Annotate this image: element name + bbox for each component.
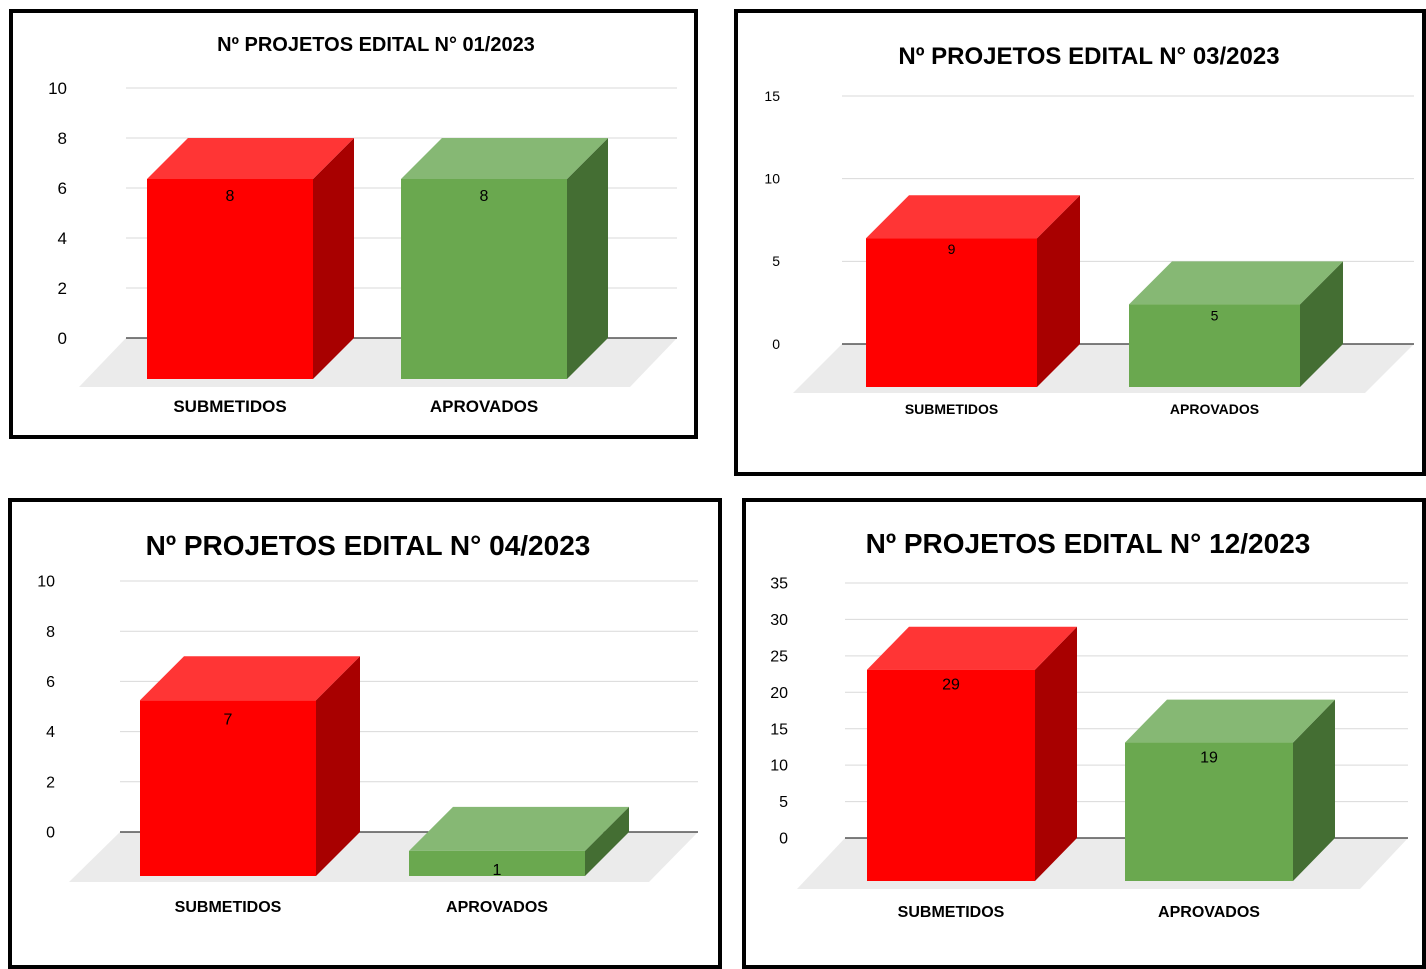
data-label: 1	[493, 862, 502, 879]
chart-panel-edital-03: 0 5 10 15 Nº PROJETOS EDITAL N° 03/2023 9 SUBM…	[734, 9, 1426, 476]
y-tick-label: 2	[58, 279, 67, 298]
data-label: 8	[480, 188, 489, 205]
category-label: APROVADOS	[446, 899, 548, 916]
chart-12-svg: 0 5 10 15 20 25 30 35 Nº PROJETOS EDITAL N° 12/2…	[770, 528, 1408, 921]
bar-top-face	[140, 656, 360, 701]
y-tick-label: 10	[770, 758, 788, 775]
chart-panel-edital-04: 0 2 4 6 8 10 Nº PROJETOS EDITAL N° 04/2023 7 SUB…	[8, 498, 722, 969]
category-label: SUBMETIDOS	[175, 899, 282, 916]
chart-03-svg: 0 5 10 15 Nº PROJETOS EDITAL N° 03/2023 9 SUBM…	[764, 43, 1414, 417]
bar-aprovados: 5	[1129, 261, 1343, 387]
bar-front-face	[867, 669, 1035, 881]
bar-side-face	[1293, 699, 1335, 881]
category-label: APROVADOS	[1158, 904, 1260, 921]
y-tick-label: 10	[37, 574, 55, 591]
y-tick-label: 35	[770, 576, 788, 593]
data-label: 9	[948, 241, 956, 257]
bar-top-face	[1125, 699, 1335, 743]
bar-top-face	[409, 806, 629, 851]
y-tick-label: 0	[58, 329, 67, 348]
bar-side-face	[313, 138, 354, 379]
bar-front-face	[1125, 742, 1293, 881]
bar-top-face	[1129, 261, 1343, 305]
bar-submetidos: 7	[140, 656, 360, 876]
y-tick-label: 25	[770, 648, 788, 665]
y-tick-label: 6	[58, 179, 67, 198]
y-tick-label: 10	[764, 171, 780, 187]
category-label: APROVADOS	[1170, 401, 1259, 417]
data-label: 29	[942, 677, 960, 694]
bar-front-face	[147, 179, 313, 379]
data-label: 8	[226, 188, 235, 205]
y-tick-label: 8	[58, 129, 67, 148]
category-label: SUBMETIDOS	[905, 401, 998, 417]
category-label: APROVADOS	[430, 397, 538, 416]
bar-top-face	[401, 138, 608, 179]
bar-side-face	[1037, 195, 1080, 387]
bar-front-face	[1129, 304, 1300, 387]
bar-aprovados: 19	[1125, 699, 1335, 881]
bar-side-face	[1300, 261, 1343, 387]
y-tick-label: 5	[772, 253, 780, 269]
y-tick-label: 5	[779, 794, 788, 811]
bar-submetidos: 8	[147, 138, 354, 379]
chart-panel-edital-12: 0 5 10 15 20 25 30 35 Nº PROJETOS EDITAL N° 12/2…	[742, 498, 1426, 969]
bar-top-face	[867, 626, 1077, 670]
y-tick-label: 0	[46, 825, 55, 842]
chart-title: Nº PROJETOS EDITAL N° 04/2023	[146, 530, 591, 561]
bar-side-face	[316, 656, 360, 876]
category-label: SUBMETIDOS	[173, 397, 286, 416]
bar-top-face	[866, 195, 1080, 239]
data-label: 19	[1200, 750, 1218, 767]
y-tick-label: 8	[46, 624, 55, 641]
y-tick-label: 20	[770, 685, 788, 702]
chart-panel-edital-01: 0 2 4 6 8 10 Nº PROJETOS EDITAL N° 01/2023 8 SUB…	[9, 9, 698, 439]
y-tick-label: 30	[770, 612, 788, 629]
data-label: 7	[224, 711, 233, 728]
bar-aprovados: 8	[401, 138, 608, 379]
bar-front-face	[140, 700, 316, 876]
bar-submetidos: 9	[866, 195, 1080, 387]
bar-aprovados: 1	[409, 806, 629, 879]
bar-front-face	[401, 179, 567, 379]
bar-submetidos: 29	[867, 626, 1077, 881]
y-tick-label: 10	[48, 79, 67, 98]
chart-04-svg: 0 2 4 6 8 10 Nº PROJETOS EDITAL N° 04/2023 7 SUB…	[37, 530, 698, 916]
bar-side-face	[567, 138, 608, 379]
chart-title: Nº PROJETOS EDITAL N° 01/2023	[217, 34, 535, 56]
bar-top-face	[147, 138, 354, 179]
y-tick-label: 15	[764, 88, 780, 104]
y-tick-label: 15	[770, 721, 788, 738]
bar-side-face	[1035, 626, 1077, 881]
bar-front-face	[866, 238, 1037, 387]
category-label: SUBMETIDOS	[898, 904, 1005, 921]
y-tick-label: 6	[46, 674, 55, 691]
data-label: 5	[1211, 307, 1219, 323]
y-tick-label: 0	[772, 336, 780, 352]
y-tick-label: 2	[46, 774, 55, 791]
bar-front-face	[409, 850, 585, 876]
chart-01-svg: 0 2 4 6 8 10 Nº PROJETOS EDITAL N° 01/2023 8 SUB…	[48, 34, 677, 416]
chart-title: Nº PROJETOS EDITAL N° 12/2023	[866, 528, 1311, 559]
chart-title: Nº PROJETOS EDITAL N° 03/2023	[898, 43, 1279, 70]
bar-side-face	[585, 806, 629, 876]
y-tick-label: 4	[58, 229, 67, 248]
y-tick-label: 0	[779, 831, 788, 848]
y-tick-label: 4	[46, 724, 55, 741]
